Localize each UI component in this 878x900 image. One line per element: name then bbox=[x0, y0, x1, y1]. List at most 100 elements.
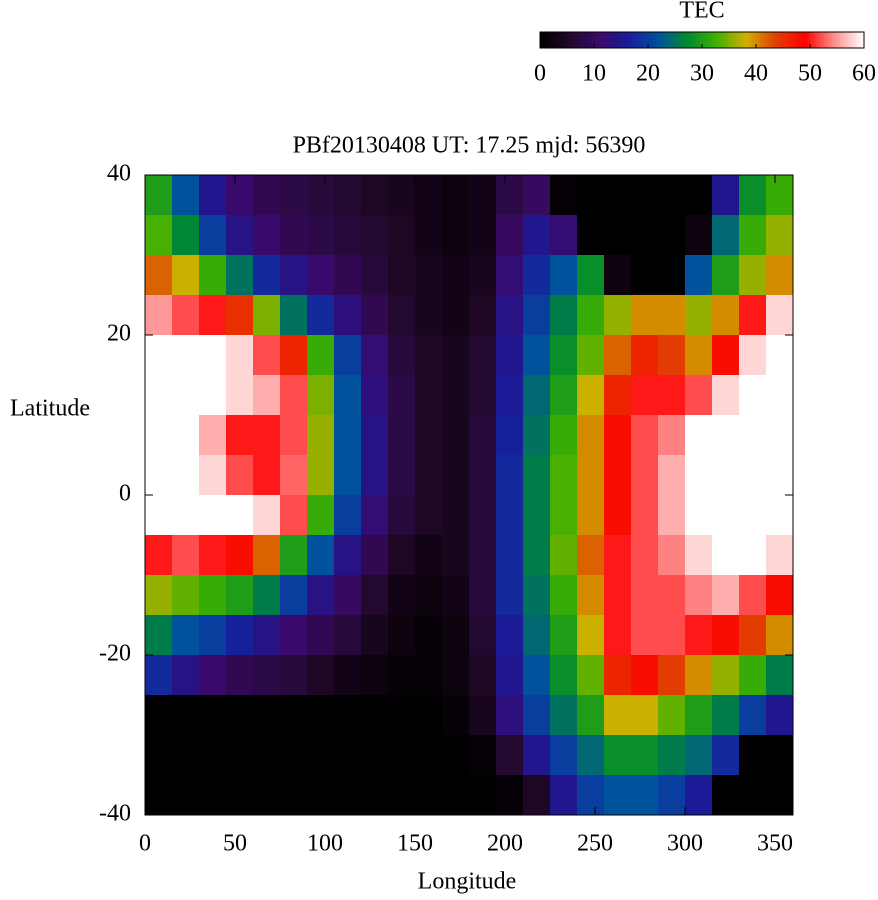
heat-cell bbox=[766, 735, 794, 776]
heat-cell bbox=[388, 775, 416, 816]
x-tick-label: 250 bbox=[577, 831, 613, 857]
heat-cell bbox=[361, 615, 389, 656]
colorbar-swatch bbox=[666, 32, 671, 48]
heat-cell bbox=[658, 535, 686, 576]
heat-cell bbox=[739, 215, 767, 256]
heat-cell bbox=[469, 455, 497, 496]
heat-cell bbox=[766, 455, 794, 496]
heat-cell bbox=[631, 695, 659, 736]
y-tick-label: 20 bbox=[107, 321, 131, 347]
x-axis-label: Longitude bbox=[418, 869, 517, 895]
heat-cell bbox=[388, 615, 416, 656]
colorbar-swatch bbox=[766, 32, 770, 48]
heat-cell bbox=[469, 215, 497, 256]
heat-cell bbox=[631, 655, 659, 696]
heat-cell bbox=[469, 655, 497, 696]
heat-cell bbox=[739, 495, 767, 536]
colorbar-swatch bbox=[793, 32, 797, 48]
heat-cell bbox=[415, 615, 443, 656]
heat-cell bbox=[550, 255, 578, 296]
heat-cell bbox=[307, 575, 335, 616]
colorbar-swatch bbox=[707, 32, 711, 48]
heat-cell bbox=[307, 255, 335, 296]
heat-cell bbox=[739, 775, 767, 816]
heat-cell bbox=[280, 655, 308, 696]
heat-cell bbox=[388, 295, 416, 336]
heat-cell bbox=[469, 575, 497, 616]
heat-cell bbox=[766, 775, 794, 816]
colorbar-swatch bbox=[696, 32, 700, 48]
heat-cell bbox=[766, 375, 794, 416]
heat-cell bbox=[550, 655, 578, 696]
heat-cell bbox=[577, 415, 605, 456]
colorbar-swatch bbox=[734, 32, 738, 48]
heat-cell bbox=[469, 735, 497, 776]
colorbar-swatch bbox=[634, 32, 638, 48]
heat-cell bbox=[253, 695, 281, 736]
heat-cell bbox=[226, 415, 254, 456]
heat-cell bbox=[658, 575, 686, 616]
heat-cell bbox=[172, 375, 200, 416]
colorbar-swatch bbox=[788, 32, 792, 48]
heat-cell bbox=[658, 735, 686, 776]
x-tick-label: 0 bbox=[139, 831, 151, 857]
heat-cell bbox=[226, 775, 254, 816]
heat-cell bbox=[604, 775, 632, 816]
heat-cell bbox=[712, 655, 740, 696]
heat-cell bbox=[523, 375, 551, 416]
colorbar-swatch bbox=[837, 32, 841, 48]
x-tick-label: 150 bbox=[397, 831, 433, 857]
colorbar-swatch bbox=[831, 32, 835, 48]
heat-cell bbox=[199, 655, 227, 696]
heat-cell bbox=[172, 295, 200, 336]
colorbar-swatch bbox=[637, 32, 641, 48]
heat-cell bbox=[577, 255, 605, 296]
heat-cell bbox=[280, 295, 308, 336]
heat-cell bbox=[145, 415, 173, 456]
heat-cell bbox=[172, 615, 200, 656]
heat-cell bbox=[766, 535, 794, 576]
heat-cell bbox=[172, 695, 200, 736]
heat-cell bbox=[307, 295, 335, 336]
colorbar-swatch bbox=[583, 32, 587, 48]
heat-cell bbox=[334, 455, 362, 496]
heat-cell bbox=[685, 695, 713, 736]
heat-cell bbox=[631, 255, 659, 296]
heat-cell bbox=[496, 215, 524, 256]
heat-cell bbox=[334, 375, 362, 416]
heat-cell bbox=[496, 335, 524, 376]
colorbar-swatch bbox=[761, 32, 765, 48]
heat-cell bbox=[766, 175, 794, 216]
colorbar-swatch bbox=[858, 32, 862, 48]
heat-cell bbox=[226, 735, 254, 776]
heat-cell bbox=[280, 735, 308, 776]
heat-cell bbox=[334, 175, 362, 216]
heat-cell bbox=[523, 175, 551, 216]
colorbar-swatch bbox=[861, 32, 865, 48]
heat-cell bbox=[253, 535, 281, 576]
colorbar-swatch bbox=[664, 32, 668, 48]
heat-cell bbox=[685, 175, 713, 216]
colorbar-swatch bbox=[753, 32, 757, 48]
heat-cell bbox=[469, 415, 497, 456]
heat-cell bbox=[172, 535, 200, 576]
colorbar-swatch bbox=[699, 32, 703, 48]
heat-cell bbox=[577, 375, 605, 416]
colorbar-swatch bbox=[594, 32, 598, 48]
colorbar-swatch bbox=[575, 32, 579, 48]
heat-cell bbox=[658, 415, 686, 456]
heat-cell bbox=[469, 695, 497, 736]
heat-cell bbox=[469, 615, 497, 656]
heat-cell bbox=[388, 375, 416, 416]
heat-cell bbox=[766, 655, 794, 696]
colorbar-swatch bbox=[596, 32, 600, 48]
heat-cell bbox=[145, 335, 173, 376]
heat-cell bbox=[307, 215, 335, 256]
colorbar-tick-label: 50 bbox=[798, 61, 822, 87]
colorbar-swatch bbox=[791, 32, 795, 48]
heat-cell bbox=[334, 735, 362, 776]
heat-cell bbox=[361, 415, 389, 456]
colorbar-swatch bbox=[853, 32, 857, 48]
heat-cell bbox=[550, 575, 578, 616]
colorbar-tick-label: 40 bbox=[744, 61, 768, 87]
